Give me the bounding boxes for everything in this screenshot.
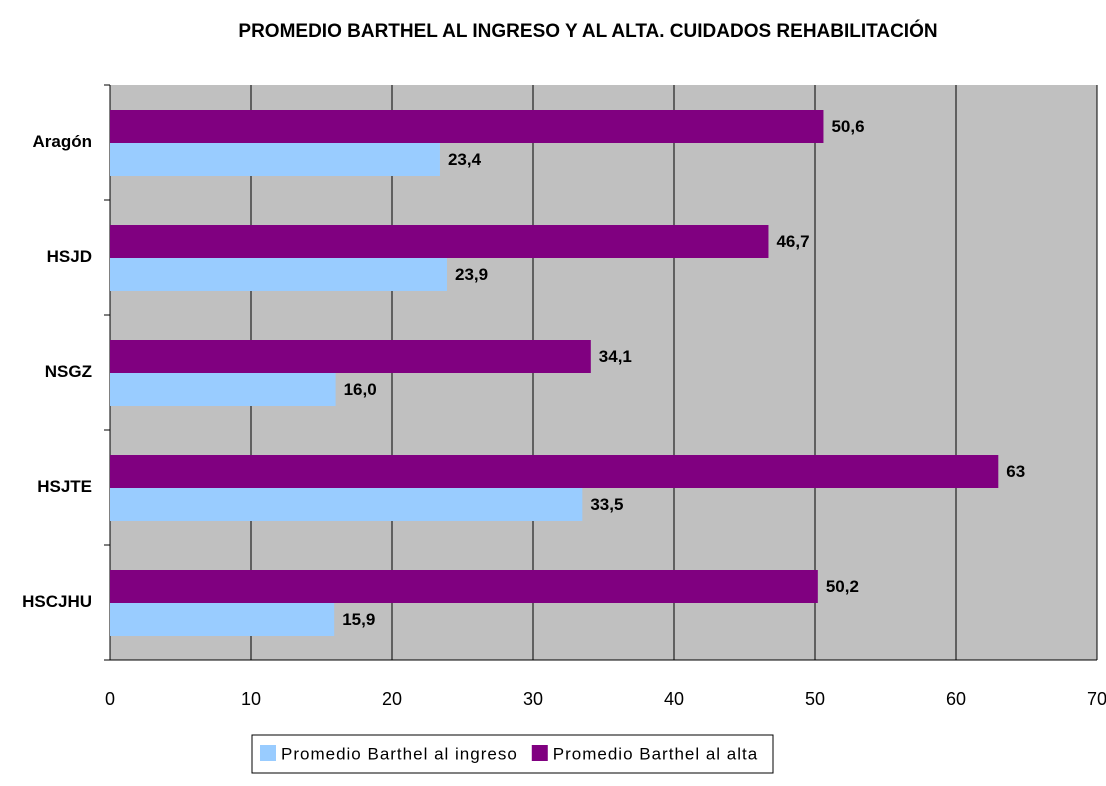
- legend-key: [531, 745, 548, 761]
- bar: [110, 373, 336, 406]
- value-label: 63: [1006, 462, 1025, 481]
- value-label: 34,1: [599, 347, 632, 366]
- x-tick-label: 40: [664, 689, 684, 709]
- bar: [110, 340, 591, 373]
- bar: [110, 570, 818, 603]
- bar: [110, 110, 824, 143]
- x-tick-label: 20: [382, 689, 402, 709]
- bar: [110, 455, 999, 488]
- bar: [110, 225, 769, 258]
- legend-box: [251, 734, 774, 774]
- value-label: 16,0: [344, 380, 377, 399]
- x-tick-label: 0: [105, 689, 115, 709]
- x-tick-label: 50: [805, 689, 825, 709]
- bar: [110, 143, 440, 176]
- y-tick-label: Aragón: [33, 132, 93, 151]
- x-tick-label: 30: [523, 689, 543, 709]
- value-label: 46,7: [776, 232, 809, 251]
- value-label: 23,4: [448, 150, 482, 169]
- y-tick-label: NSGZ: [45, 362, 92, 381]
- chart-title: PROMEDIO BARTHEL AL INGRESO Y AL ALTA. C…: [238, 20, 937, 42]
- bar: [110, 603, 335, 636]
- value-label: 50,2: [826, 577, 859, 596]
- y-tick-label: HSCJHU: [22, 592, 92, 611]
- value-label: 15,9: [342, 610, 375, 629]
- bar: [110, 258, 447, 291]
- x-tick-label: 10: [241, 689, 261, 709]
- legend-key: [260, 745, 276, 761]
- x-tick-label: 60: [946, 689, 966, 709]
- value-label: 23,9: [455, 265, 488, 284]
- x-tick-label: 70: [1087, 689, 1106, 709]
- value-label: 50,6: [831, 117, 864, 136]
- value-label: 33,5: [590, 495, 623, 514]
- y-tick-label: HSJD: [47, 247, 92, 266]
- legend-label: Promedio Barthel al ingreso: [281, 744, 518, 763]
- y-tick-label: HSJTE: [37, 477, 92, 496]
- legend-label: Promedio Barthel al alta: [553, 744, 758, 763]
- bar: [110, 488, 583, 521]
